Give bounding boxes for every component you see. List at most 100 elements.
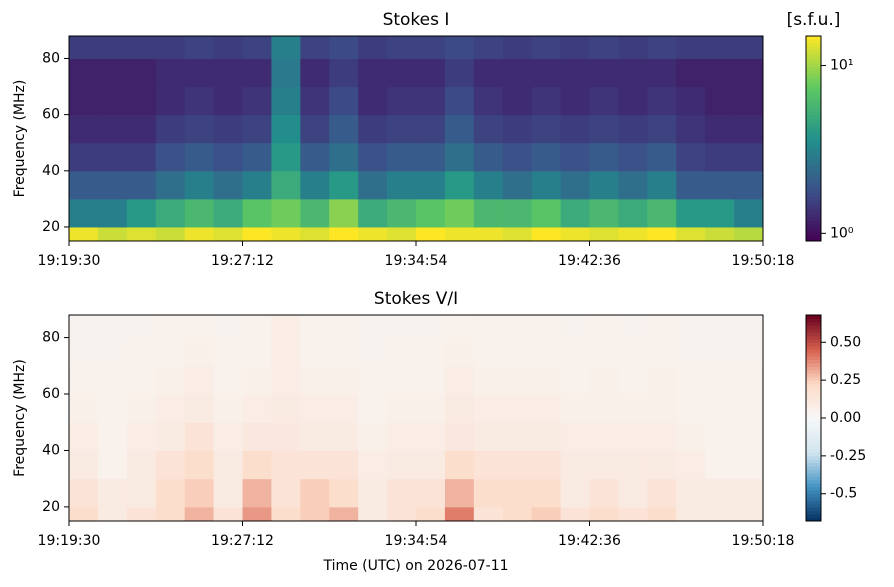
heatmap-cell — [444, 86, 475, 116]
colorbar-step — [806, 397, 821, 402]
heatmap-cell — [676, 86, 706, 116]
heatmap-cell — [69, 86, 99, 116]
y-tick-label: 20 — [42, 499, 60, 515]
heatmap-cell — [300, 58, 330, 88]
colorbar-step — [806, 363, 821, 367]
heatmap-cell — [647, 226, 677, 242]
heatmap-cell — [647, 315, 677, 339]
heatmap-cell — [155, 36, 186, 59]
colorbar-step — [806, 411, 821, 416]
colorbar-step — [806, 49, 821, 54]
heatmap-cell — [473, 337, 504, 367]
heatmap-cell — [734, 226, 764, 242]
heatmap-cell — [560, 506, 590, 522]
heatmap-cell — [531, 170, 562, 200]
colorbar-step — [806, 476, 821, 481]
heatmap-cell — [387, 422, 417, 451]
heatmap-cell — [387, 315, 417, 339]
heatmap-cell — [734, 315, 764, 339]
heatmap-cell — [242, 142, 272, 172]
heatmap-cell — [271, 142, 301, 172]
heatmap-cell — [213, 226, 243, 242]
heatmap-cell — [300, 114, 330, 144]
heatmap-cell — [734, 422, 764, 451]
heatmap-cell — [705, 315, 735, 339]
heatmap-cell — [300, 170, 330, 200]
heatmap-cell — [502, 450, 533, 480]
heatmap-cell — [618, 422, 648, 451]
colorbar-step — [806, 510, 821, 515]
heatmap-cell — [271, 506, 301, 522]
heatmap-cell — [329, 198, 359, 228]
y-tick-label: 80 — [42, 330, 60, 346]
heatmap-cell — [502, 506, 533, 522]
heatmap-cell — [126, 506, 157, 522]
heatmap-cell — [69, 226, 99, 242]
heatmap-cell — [560, 226, 590, 242]
heatmap-cell — [358, 394, 388, 423]
heatmap-cell — [184, 315, 215, 339]
heatmap-cell — [242, 337, 272, 367]
heatmap-cell — [705, 36, 735, 59]
heatmap-cell — [560, 198, 590, 228]
heatmap-cell — [271, 478, 301, 508]
colorbar-step — [806, 486, 821, 491]
heatmap-cell — [416, 478, 446, 508]
colorbar-step — [806, 393, 821, 398]
heatmap-cell — [589, 142, 619, 172]
heatmap-cell — [705, 58, 735, 88]
heatmap-cell — [155, 170, 186, 200]
colorbar-step — [806, 118, 821, 122]
heatmap-cell — [213, 58, 243, 88]
heatmap-cell — [589, 365, 619, 395]
heatmap-cell — [734, 36, 764, 59]
heatmap-cell — [416, 198, 446, 228]
colorbar-tick-label: 10¹ — [830, 58, 853, 74]
heatmap-cell — [329, 506, 359, 522]
heatmap-cell — [97, 365, 128, 395]
colorbar-step — [806, 514, 821, 519]
colorbar-step — [806, 97, 821, 102]
heatmap-cell — [126, 422, 157, 451]
heatmap-cell — [734, 365, 764, 395]
heatmap-cell — [473, 114, 504, 144]
colorbar-step — [806, 442, 821, 446]
y-tick-label: 80 — [42, 50, 60, 66]
colorbar-step — [806, 42, 821, 47]
heatmap-cell — [271, 394, 301, 423]
heatmap-cell — [502, 198, 533, 228]
heatmap-cell — [271, 226, 301, 242]
heatmap-cell — [242, 170, 272, 200]
colorbar-step — [806, 77, 821, 81]
heatmap-cell — [444, 226, 475, 242]
colorbar-step — [806, 345, 821, 350]
heatmap-cell — [560, 365, 590, 395]
heatmap-cell — [589, 450, 619, 480]
heatmap-cell — [126, 226, 157, 242]
heatmap-cell — [300, 365, 330, 395]
colorbar-step — [806, 223, 821, 228]
heatmap-cell — [213, 86, 243, 116]
heatmap-cell — [618, 365, 648, 395]
colorbar-step — [806, 352, 821, 357]
heatmap-cell — [502, 226, 533, 242]
colorbar-step — [806, 376, 821, 381]
heatmap-cell — [444, 337, 475, 367]
heatmap-cell — [705, 198, 735, 228]
heatmap-cell — [271, 114, 301, 144]
colorbar-step — [806, 339, 821, 343]
heatmap-cell — [358, 142, 388, 172]
heatmap-cell — [329, 58, 359, 88]
colorbar-tick-label: 0.25 — [830, 372, 861, 388]
heatmap-cell — [126, 36, 157, 59]
heatmap-cell — [676, 36, 706, 59]
colorbar-step — [806, 479, 821, 484]
heatmap-cell — [387, 36, 417, 59]
colorbar-step — [806, 356, 821, 361]
heatmap-cell — [97, 170, 128, 200]
heatmap-cell — [271, 365, 301, 395]
heatmap-cell — [271, 450, 301, 480]
heatmap-cell — [271, 58, 301, 88]
heatmap-cell — [734, 142, 764, 172]
